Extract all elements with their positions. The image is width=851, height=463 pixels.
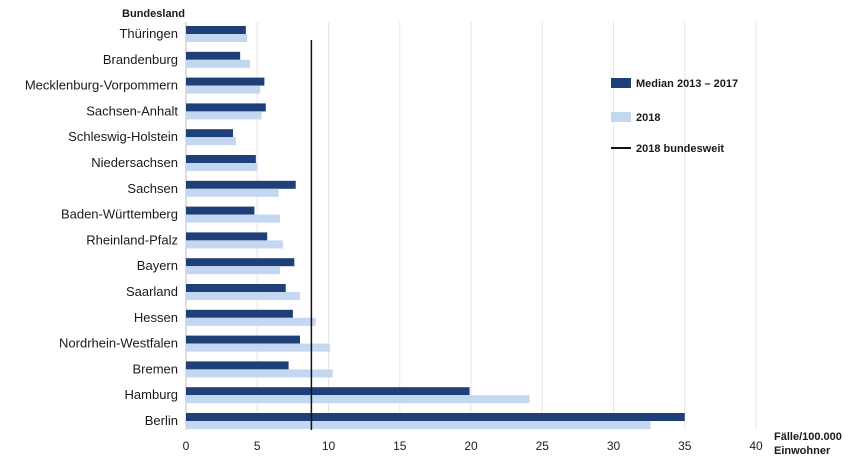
bar-median-14 xyxy=(186,387,470,395)
legend-swatch-2018 xyxy=(611,112,631,122)
category-label-6: Sachsen xyxy=(127,181,178,196)
bar-2018-10 xyxy=(186,292,300,300)
category-label-2: Mecklenburg-Vorpommern xyxy=(25,78,178,93)
bar-2018-6 xyxy=(186,189,279,197)
category-label-0: Thüringen xyxy=(119,26,178,41)
bar-median-7 xyxy=(186,207,254,215)
x-axis-title-line1: Fälle/100.000 xyxy=(774,431,842,443)
bar-2018-8 xyxy=(186,240,283,248)
bar-median-10 xyxy=(186,284,286,292)
bar-median-5 xyxy=(186,155,256,163)
category-label-11: Hessen xyxy=(134,310,178,325)
bar-2018-5 xyxy=(186,163,257,171)
category-label-15: Berlin xyxy=(145,413,178,428)
category-label-9: Bayern xyxy=(137,258,178,273)
bar-2018-1 xyxy=(186,60,250,68)
bars xyxy=(186,26,685,429)
category-label-8: Rheinland-Pfalz xyxy=(86,232,178,247)
x-tick-label-25: 25 xyxy=(536,439,550,453)
legend-label-reference-line: 2018 bundesweit xyxy=(636,143,724,155)
category-label-4: Schleswig-Holstein xyxy=(68,129,178,144)
bar-2018-14 xyxy=(186,395,529,403)
legend-label-2018: 2018 xyxy=(636,112,660,124)
bar-median-11 xyxy=(186,310,293,318)
bar-median-2 xyxy=(186,78,264,86)
category-labels: Thüringen Brandenburg Mecklenburg-Vorpomme… xyxy=(25,26,179,428)
bar-2018-9 xyxy=(186,266,280,274)
bar-median-1 xyxy=(186,52,240,60)
category-label-13: Bremen xyxy=(132,361,178,376)
legend: Median 2013 – 2017 2018 2018 bundesweit xyxy=(611,78,738,155)
bar-2018-12 xyxy=(186,344,330,352)
x-tick-label-30: 30 xyxy=(607,439,621,453)
bar-median-12 xyxy=(186,336,300,344)
x-tick-label-40: 40 xyxy=(749,439,763,453)
bar-2018-15 xyxy=(186,421,651,429)
x-tick-label-20: 20 xyxy=(464,439,478,453)
bar-median-0 xyxy=(186,26,246,34)
x-tick-label-5: 5 xyxy=(254,439,261,453)
y-axis-title: Bundesland xyxy=(122,8,185,20)
category-label-14: Hamburg xyxy=(125,387,178,402)
category-label-5: Niedersachsen xyxy=(91,155,178,170)
bar-median-13 xyxy=(186,361,289,369)
legend-swatch-median xyxy=(611,78,631,88)
x-tick-label-15: 15 xyxy=(393,439,407,453)
category-label-7: Baden-Württemberg xyxy=(61,207,178,222)
category-label-3: Sachsen-Anhalt xyxy=(86,103,178,118)
category-label-1: Brandenburg xyxy=(103,52,178,67)
x-tick-label-10: 10 xyxy=(322,439,336,453)
bar-median-15 xyxy=(186,413,685,421)
category-label-10: Saarland xyxy=(126,284,178,299)
category-label-12: Nordrhein-Westfalen xyxy=(59,336,178,351)
bar-median-8 xyxy=(186,232,267,240)
bar-2018-7 xyxy=(186,215,280,223)
bar-median-3 xyxy=(186,103,266,111)
bar-median-4 xyxy=(186,129,233,137)
x-tick-labels: 0 5 10 15 20 25 30 35 40 xyxy=(183,439,763,453)
x-tick-label-35: 35 xyxy=(678,439,692,453)
bar-2018-3 xyxy=(186,111,262,119)
bar-2018-0 xyxy=(186,34,247,42)
bar-2018-2 xyxy=(186,86,260,94)
x-axis-title-line2: Einwohner xyxy=(774,445,831,457)
bar-2018-4 xyxy=(186,137,236,145)
bar-2018-11 xyxy=(186,318,316,326)
x-tick-label-0: 0 xyxy=(183,439,190,453)
bar-median-6 xyxy=(186,181,296,189)
legend-label-median: Median 2013 – 2017 xyxy=(636,78,738,90)
bar-median-9 xyxy=(186,258,294,266)
